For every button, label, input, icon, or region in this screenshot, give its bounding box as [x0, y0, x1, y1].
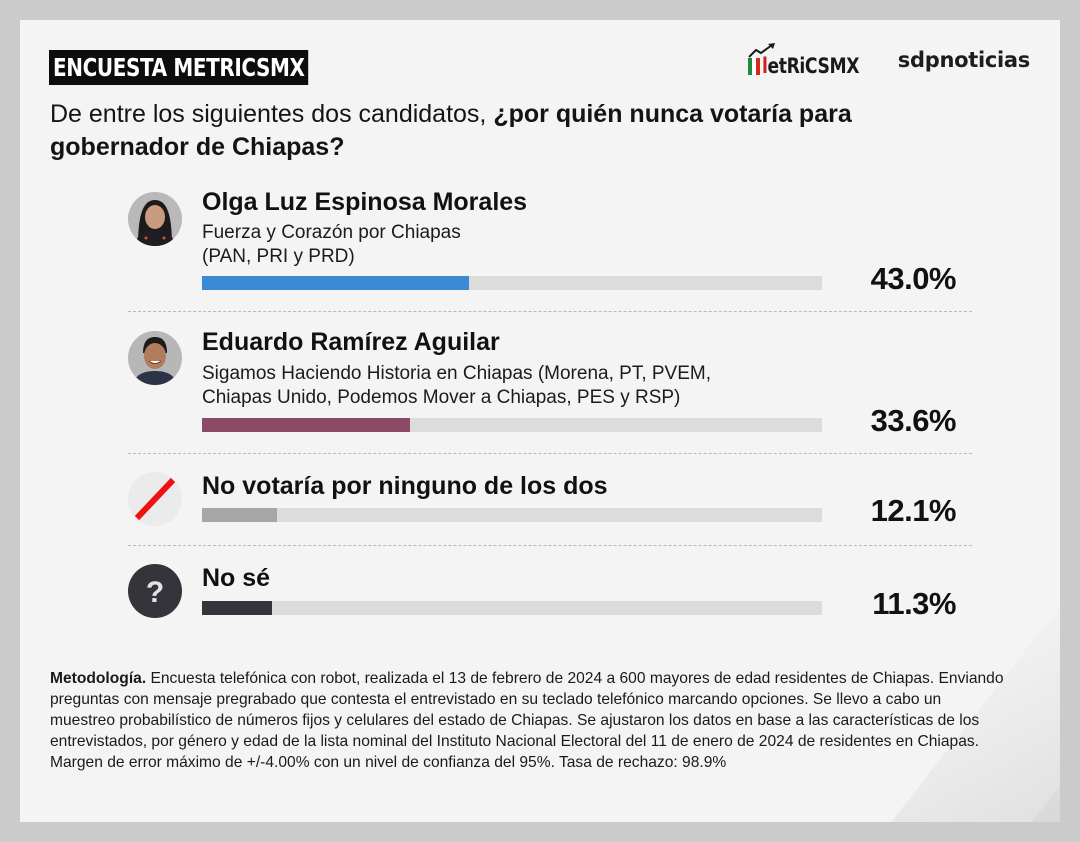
svg-text:?: ?	[146, 576, 164, 609]
candidate-photo-olga	[128, 192, 182, 246]
slash-icon	[128, 472, 182, 526]
bar-track	[202, 508, 822, 522]
option-percentage: 43.0%	[870, 261, 957, 296]
option-row: Olga Luz Espinosa Morales Fuerza y Coraz…	[128, 188, 964, 300]
option-coalition: Fuerza y Corazón por Chiapas (PAN, PRI y…	[202, 222, 461, 267]
option-percentage: 11.3%	[872, 586, 956, 621]
mexico-flag-icon	[747, 58, 760, 75]
question-icon: ?	[128, 564, 182, 618]
option-percentage: 33.6%	[870, 403, 957, 438]
sdpnoticias-logo: sdpnoticias	[897, 48, 1031, 72]
option-name: Olga Luz Espinosa Morales	[202, 188, 528, 216]
bar-fill	[202, 601, 273, 615]
methodology-note: Metodología. Encuesta telefónica con rob…	[50, 670, 1004, 771]
option-row: ? No sé 11.3%	[128, 561, 964, 621]
divider	[128, 545, 972, 546]
metricsmx-logo: letRiCSMX	[747, 43, 880, 78]
brand-logos: letRiCSMX sdpnoticias	[747, 40, 1031, 80]
bar-track	[202, 276, 822, 290]
option-coalition: Sigamos Haciendo Historia en Chiapas (Mo…	[202, 363, 712, 408]
survey-tag: ENCUESTA METRICSMX	[49, 50, 309, 85]
trend-arrow-icon	[748, 43, 775, 58]
bar-fill	[202, 418, 411, 432]
option-name: No sé	[202, 564, 271, 592]
bar-track	[202, 601, 822, 615]
bar-fill	[202, 508, 278, 522]
poll-card: ENCUESTA METRICSMX letRiCSMX sdpnoticias…	[20, 20, 1060, 822]
question-title: De entre los siguientes dos candidatos, …	[50, 100, 852, 161]
option-row: Eduardo Ramírez Aguilar Sigamos Haciendo…	[128, 328, 964, 448]
divider	[128, 453, 972, 454]
option-name: No votaría por ninguno de los dos	[202, 472, 608, 500]
option-name: Eduardo Ramírez Aguilar	[202, 328, 500, 356]
divider	[128, 311, 972, 312]
candidate-photo-eduardo	[128, 331, 182, 385]
bar-fill	[202, 276, 469, 290]
option-percentage: 12.1%	[870, 493, 957, 528]
metricsmx-wordmark: letRiCSMX	[761, 54, 859, 78]
bar-track	[202, 418, 822, 432]
option-row: No votaría por ninguno de los dos 12.1%	[128, 469, 964, 529]
